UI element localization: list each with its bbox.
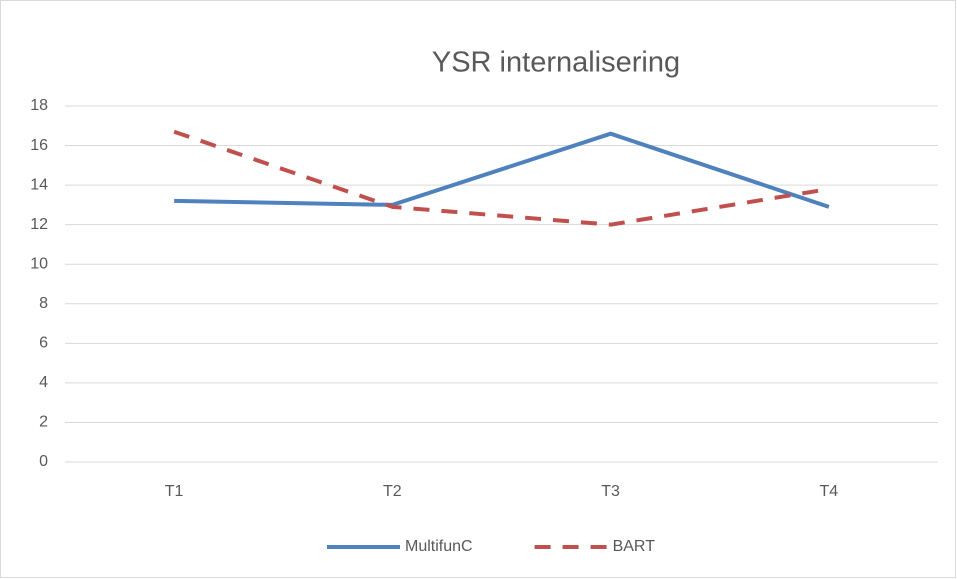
y-tick-label: 18: [30, 97, 48, 114]
y-tick-label: 2: [39, 414, 48, 431]
y-tick-label: 14: [30, 176, 48, 193]
series-line: [173, 129, 830, 227]
y-tick-label: 12: [30, 216, 48, 233]
y-tick-label: 4: [39, 374, 48, 391]
x-tick-label: T2: [383, 483, 402, 500]
y-tick-label: 8: [39, 295, 48, 312]
x-tick-label: T1: [165, 483, 184, 500]
y-tick-label: 16: [30, 137, 48, 154]
x-tick-label: T3: [601, 483, 620, 500]
legend-label: BART: [613, 538, 656, 555]
legend-label: MultifunC: [405, 538, 473, 555]
series-line: [174, 131, 830, 209]
x-tick-label: T4: [820, 483, 839, 500]
y-tick-label: 0: [39, 453, 48, 470]
y-tick-label: 10: [30, 255, 48, 272]
y-tick-label: 6: [39, 335, 48, 352]
chart-title: YSR internalisering: [432, 47, 680, 79]
